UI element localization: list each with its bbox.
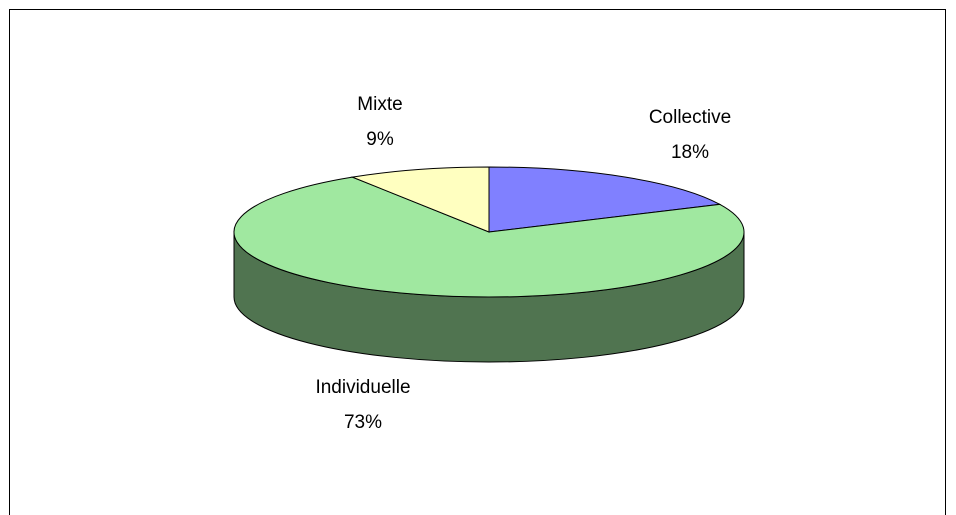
slice-value-label: 18% — [671, 142, 709, 163]
pie-slice — [350, 166, 490, 233]
slice-value-label: 9% — [366, 129, 394, 150]
slice-value-label: 73% — [344, 412, 382, 433]
pie-slice — [233, 176, 745, 298]
slice-label: Individuelle — [315, 377, 410, 398]
slice-label: Mixte — [357, 94, 402, 115]
pie-slice — [488, 166, 722, 233]
slice-label: Collective — [649, 107, 731, 128]
